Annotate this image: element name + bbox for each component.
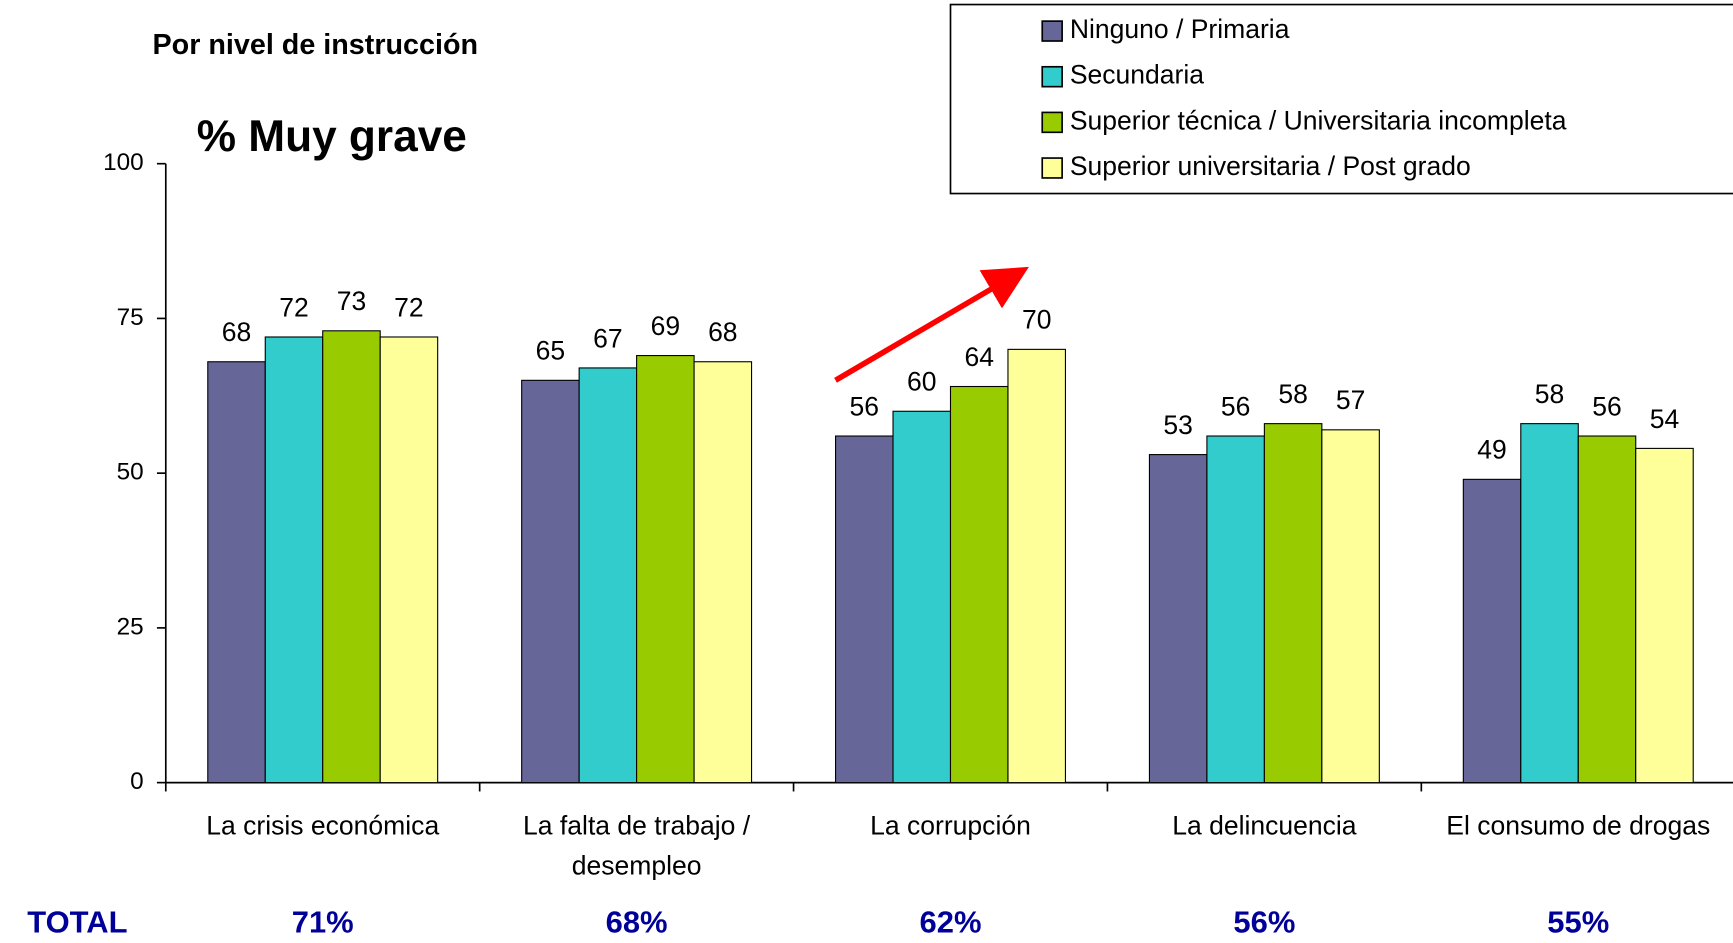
bar	[207, 361, 266, 784]
legend-label: Ninguno / Primaria	[1070, 14, 1290, 44]
data-label: 60	[907, 367, 937, 397]
y-tick-label: 100	[103, 149, 144, 176]
bar	[322, 330, 381, 784]
total-label: 55%	[1547, 904, 1609, 939]
data-label: 67	[593, 323, 623, 353]
data-label: 56	[850, 391, 880, 421]
bar	[636, 355, 695, 784]
x-tick-label: La crisis económica	[206, 811, 440, 842]
data-label: 70	[1022, 305, 1051, 335]
bar	[264, 336, 324, 784]
total-label: 56%	[1233, 904, 1295, 939]
data-label: 56	[1221, 391, 1251, 421]
y-tick-label: 0	[130, 768, 144, 795]
legend-swatch	[1041, 157, 1063, 179]
x-label-box: La delincuencia	[1172, 811, 1357, 842]
bar	[1007, 348, 1066, 784]
legend-swatch	[1041, 20, 1063, 42]
total-label: 71%	[292, 904, 354, 939]
x-label-box: El consumo de drogas	[1446, 811, 1711, 842]
x-tick-label: La falta de trabajo / desempleo	[523, 811, 751, 881]
data-label: 49	[1477, 435, 1507, 465]
data-label: 72	[279, 292, 309, 322]
data-label: 54	[1650, 404, 1680, 434]
x-tick-label: La delincuencia	[1172, 811, 1357, 842]
x-tick-label: La corrupción	[870, 811, 1031, 842]
bar	[1635, 447, 1694, 784]
bar	[835, 435, 894, 784]
data-label: 73	[337, 286, 367, 316]
legend-box	[949, 3, 1733, 195]
bar	[949, 385, 1009, 784]
x-label-box: La falta de trabajo / desempleo	[523, 811, 751, 881]
bar	[1520, 423, 1579, 784]
bar	[892, 410, 952, 784]
trend-arrow	[834, 266, 1029, 383]
data-label: 57	[1336, 385, 1366, 415]
legend-swatch	[1041, 65, 1063, 88]
bar	[1206, 435, 1265, 784]
data-label: 68	[708, 317, 737, 347]
legend-swatch	[1041, 111, 1063, 134]
chart-subtitle: % Muy grave	[197, 112, 467, 161]
total-label: 68%	[606, 904, 668, 939]
total-title: TOTAL	[27, 904, 127, 939]
data-label: 56	[1592, 391, 1622, 421]
chart-title: Por nivel de instrucción	[153, 29, 479, 61]
bar	[693, 361, 753, 784]
legend-label: Superior técnica / Universitaria incompl…	[1070, 105, 1567, 135]
y-tick-label: 50	[117, 459, 144, 486]
data-label: 58	[1278, 379, 1308, 409]
bar	[379, 336, 439, 784]
y-tick-label: 75	[117, 304, 144, 331]
bar	[1577, 435, 1637, 784]
total-label: 62%	[920, 904, 982, 939]
legend-label: Secundaria	[1070, 60, 1204, 90]
data-label: 64	[964, 342, 994, 372]
bar	[1321, 429, 1380, 784]
bar	[1462, 478, 1522, 784]
data-label: 69	[651, 311, 681, 341]
legend-label: Superior universitaria / Post grado	[1070, 151, 1471, 181]
data-label: 58	[1535, 379, 1565, 409]
bar	[521, 379, 580, 784]
x-label-box: La crisis económica	[206, 811, 440, 842]
data-label: 68	[222, 317, 252, 347]
y-tick-label: 25	[117, 613, 144, 640]
data-label: 65	[536, 336, 566, 366]
bar	[1148, 454, 1208, 784]
bar	[578, 367, 638, 784]
data-label: 72	[394, 292, 423, 322]
x-tick-label: El consumo de drogas	[1446, 811, 1711, 842]
x-label-box: La corrupción	[870, 811, 1031, 842]
bar	[1263, 423, 1323, 784]
data-label: 53	[1163, 410, 1193, 440]
